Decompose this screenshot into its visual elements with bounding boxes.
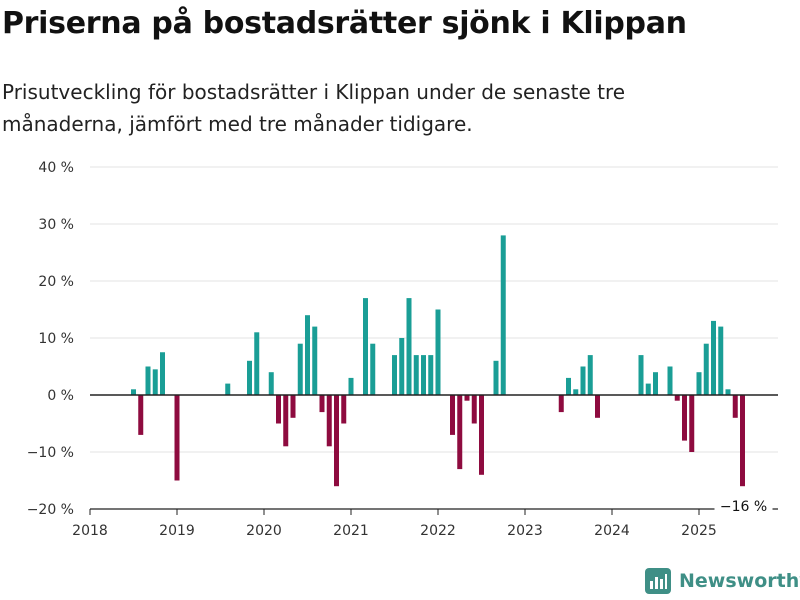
bar — [399, 338, 405, 395]
bar — [174, 395, 180, 481]
x-tick-label: 2023 — [507, 523, 543, 539]
tick-labels: 40 % 30 % 20 % 10 % 0 % −10 % −20 % 2018 2019 202… — [27, 160, 773, 539]
bar — [573, 389, 579, 395]
bar — [276, 395, 281, 424]
bar — [326, 395, 332, 447]
bar — [471, 395, 477, 424]
y-tick-label: −20 % — [27, 502, 74, 518]
bar — [587, 355, 593, 395]
bar — [558, 395, 564, 413]
y-tick-label: 0 % — [47, 388, 74, 404]
bar — [689, 395, 695, 452]
bar — [268, 372, 274, 395]
bar-annotation: −16 % — [720, 499, 767, 515]
bar — [718, 326, 724, 395]
bar — [312, 326, 318, 395]
bar — [740, 395, 745, 487]
bar — [450, 395, 455, 435]
bar — [667, 366, 673, 395]
bar — [297, 343, 303, 395]
annotation-background — [714, 497, 773, 515]
bar — [290, 395, 296, 418]
bar — [413, 355, 419, 395]
bar — [254, 332, 260, 395]
brand-name: Newsworthy — [679, 570, 800, 592]
bar — [479, 395, 484, 475]
bar — [152, 369, 158, 395]
bar — [674, 395, 680, 401]
bar — [493, 360, 499, 395]
newsworthy-logo-icon — [645, 568, 671, 594]
y-tick-label: 40 % — [38, 160, 74, 176]
bar — [138, 395, 144, 435]
bar — [645, 383, 651, 395]
bar — [348, 377, 354, 395]
bar — [392, 355, 397, 395]
bar — [160, 352, 165, 395]
bar — [566, 377, 571, 395]
x-tick-label: 2022 — [420, 523, 456, 539]
bar — [305, 315, 310, 395]
bar — [638, 355, 644, 395]
bar — [363, 298, 368, 395]
chart-title: Priserna på bostadsrätter sjönk i Klippa… — [2, 6, 687, 41]
bar — [711, 320, 716, 395]
bar — [341, 395, 347, 424]
bar — [247, 360, 252, 395]
bar — [428, 355, 434, 395]
bar — [696, 372, 702, 395]
y-tick-label: −10 % — [27, 445, 74, 461]
bars — [131, 235, 745, 487]
bar — [145, 366, 151, 395]
x-tick-label: 2025 — [681, 523, 717, 539]
bar — [725, 389, 731, 395]
x-tick-label: 2019 — [159, 523, 195, 539]
bar — [131, 389, 136, 395]
bar — [370, 343, 376, 395]
bar — [595, 395, 600, 418]
bar — [406, 298, 412, 395]
bar — [703, 343, 709, 395]
bar — [653, 372, 658, 395]
bar — [435, 309, 441, 395]
bar — [319, 395, 325, 413]
y-tick-label: 20 % — [38, 274, 74, 290]
x-tick-label: 2018 — [72, 523, 108, 539]
bar — [421, 355, 426, 395]
bar — [334, 395, 339, 487]
bar — [500, 235, 506, 395]
bar — [464, 395, 470, 401]
bar — [225, 383, 231, 395]
bar — [283, 395, 289, 447]
x-tick-label: 2021 — [333, 523, 369, 539]
bar — [732, 395, 738, 418]
x-tick-label: 2024 — [594, 523, 630, 539]
x-tick-label: 2020 — [246, 523, 282, 539]
bar — [580, 366, 586, 395]
brand-logo: Newsworthy — [645, 568, 800, 594]
y-tick-label: 30 % — [38, 217, 74, 233]
chart-subtitle: Prisutveckling för bostadsrätter i Klipp… — [2, 80, 626, 136]
y-tick-label: 10 % — [38, 331, 74, 347]
gridlines — [90, 166, 778, 453]
bar — [682, 395, 687, 441]
axes — [89, 394, 778, 515]
bar — [457, 395, 463, 470]
